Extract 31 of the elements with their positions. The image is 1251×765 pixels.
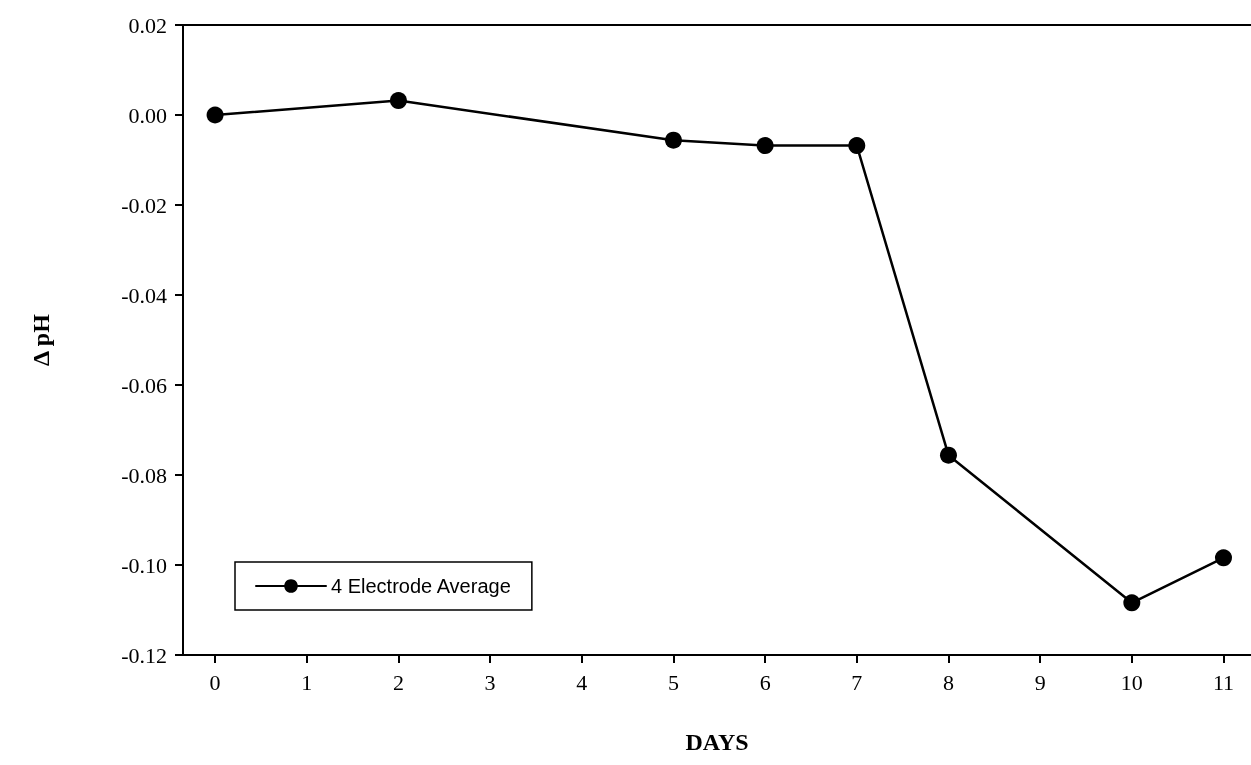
point bbox=[206, 106, 224, 124]
x-tick-label: 7 bbox=[851, 669, 863, 695]
legend-label: 4 Electrode Average bbox=[331, 575, 511, 597]
x-tick-label: 11 bbox=[1212, 669, 1235, 695]
y-tick-label: -0.12 bbox=[121, 642, 167, 668]
point bbox=[664, 131, 682, 149]
x-tick-label: 5 bbox=[667, 669, 679, 695]
y-tick-label: -0.04 bbox=[121, 282, 167, 308]
point bbox=[389, 92, 407, 110]
x-tick-label: 9 bbox=[1034, 669, 1046, 695]
point bbox=[1123, 594, 1141, 612]
y-tick-label: 0.02 bbox=[128, 12, 167, 38]
x-tick-label: 4 bbox=[576, 669, 588, 695]
point bbox=[939, 446, 957, 464]
point bbox=[756, 137, 774, 155]
y-tick-label: -0.10 bbox=[121, 552, 167, 578]
x-tick-label: 3 bbox=[484, 669, 496, 695]
x-tick-label: 1 bbox=[301, 669, 313, 695]
x-tick-label: 8 bbox=[942, 669, 954, 695]
x-tick-label: 0 bbox=[209, 669, 221, 695]
y-tick-label: 0.00 bbox=[128, 102, 167, 128]
x-axis-title: DAYS bbox=[685, 729, 749, 755]
x-tick-label: 6 bbox=[759, 669, 771, 695]
x-tick-label: 2 bbox=[392, 669, 404, 695]
y-tick-label: -0.02 bbox=[121, 192, 167, 218]
x-tick-label: 10 bbox=[1120, 669, 1143, 695]
point bbox=[848, 137, 866, 155]
y-axis-title: Δ pH bbox=[28, 313, 54, 366]
y-tick-label: -0.06 bbox=[121, 372, 167, 398]
point bbox=[1215, 549, 1232, 567]
y-tick-label: -0.08 bbox=[121, 462, 167, 488]
